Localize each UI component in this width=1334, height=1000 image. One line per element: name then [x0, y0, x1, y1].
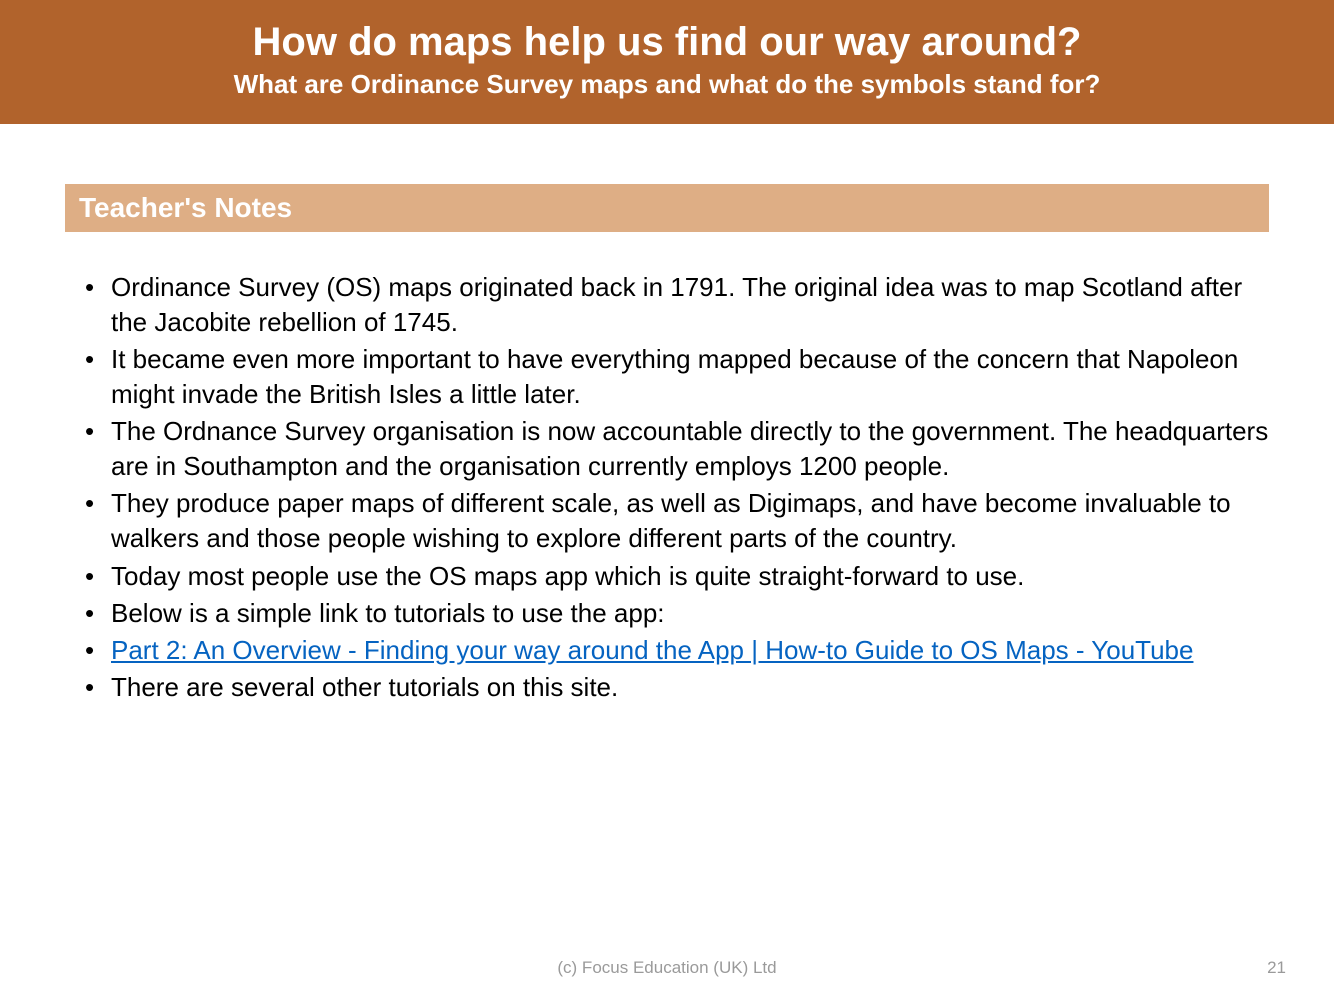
main-title: How do maps help us find our way around?: [40, 18, 1294, 66]
bullet-text: Below is a simple link to tutorials to u…: [111, 598, 665, 628]
list-item: The Ordnance Survey organisation is now …: [93, 414, 1269, 484]
bullet-text: They produce paper maps of different sca…: [111, 488, 1231, 553]
list-item: There are several other tutorials on thi…: [93, 670, 1269, 705]
list-item: It became even more important to have ev…: [93, 342, 1269, 412]
bullet-list: Ordinance Survey (OS) maps originated ba…: [65, 270, 1269, 705]
list-item: Below is a simple link to tutorials to u…: [93, 596, 1269, 631]
page-number: 21: [1267, 958, 1286, 978]
bullet-text: There are several other tutorials on thi…: [111, 672, 618, 702]
bullet-text: Today most people use the OS maps app wh…: [111, 561, 1024, 591]
content-area: Teacher's Notes Ordinance Survey (OS) ma…: [0, 124, 1334, 705]
list-item: Ordinance Survey (OS) maps originated ba…: [93, 270, 1269, 340]
list-item: They produce paper maps of different sca…: [93, 486, 1269, 556]
header-band: How do maps help us find our way around?…: [0, 0, 1334, 124]
bullet-text: The Ordnance Survey organisation is now …: [111, 416, 1268, 481]
section-header: Teacher's Notes: [65, 184, 1269, 232]
sub-title: What are Ordinance Survey maps and what …: [40, 68, 1294, 102]
bullet-text: Ordinance Survey (OS) maps originated ba…: [111, 272, 1242, 337]
list-item: Part 2: An Overview - Finding your way a…: [93, 633, 1269, 668]
list-item: Today most people use the OS maps app wh…: [93, 559, 1269, 594]
tutorial-link[interactable]: Part 2: An Overview - Finding your way a…: [111, 635, 1193, 665]
bullet-text: It became even more important to have ev…: [111, 344, 1238, 409]
footer-copyright: (c) Focus Education (UK) Ltd: [0, 958, 1334, 978]
